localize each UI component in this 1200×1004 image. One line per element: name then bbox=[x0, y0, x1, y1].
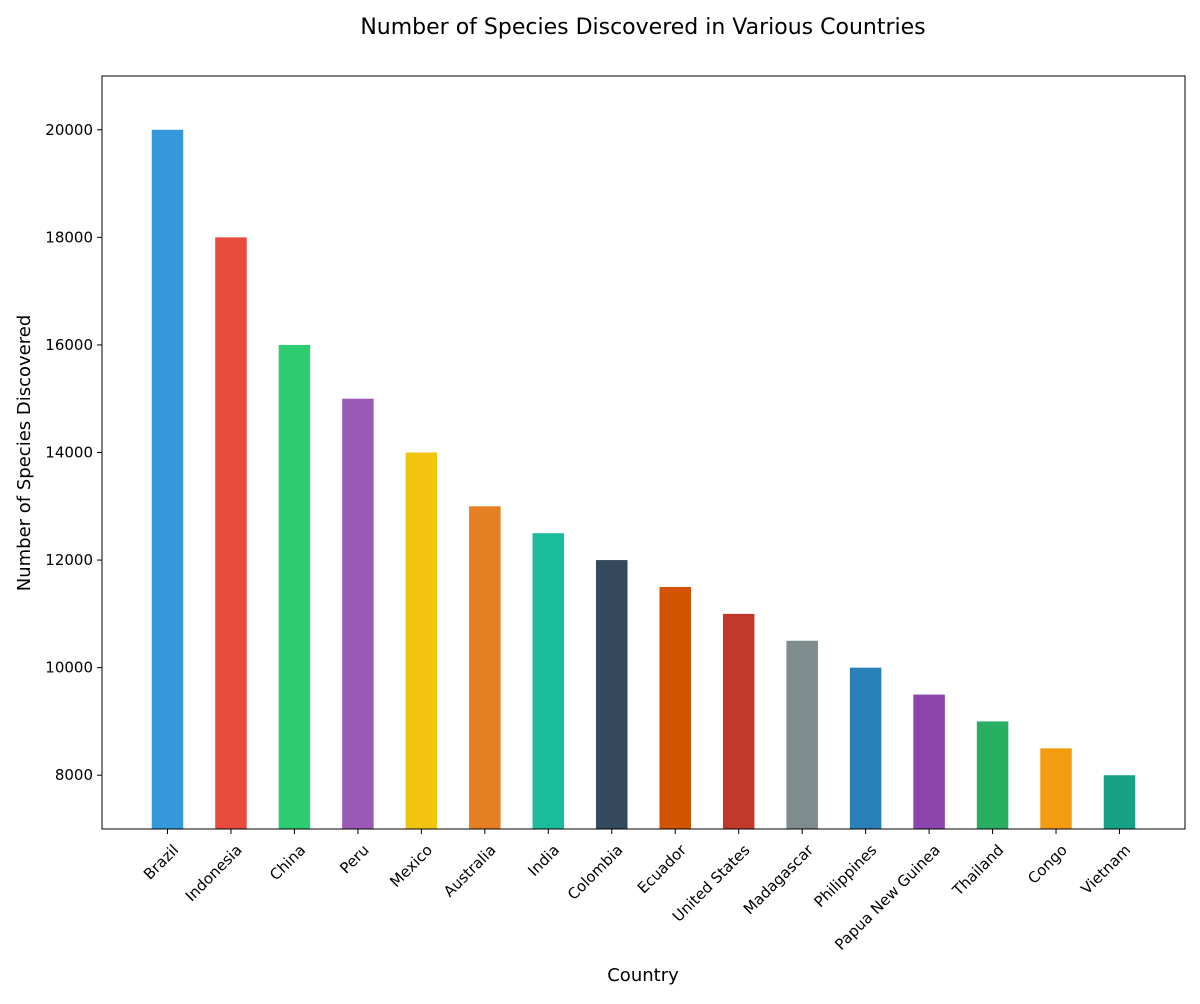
bar-united-states bbox=[722, 613, 755, 829]
x-tick-label: Australia bbox=[440, 841, 500, 901]
x-tick-label: Indonesia bbox=[182, 841, 246, 905]
x-tick-label: Thailand bbox=[948, 841, 1007, 900]
y-tick-label: 16000 bbox=[45, 336, 93, 354]
x-tick-label: India bbox=[524, 841, 563, 880]
x-tick-label: Vietnam bbox=[1077, 841, 1134, 898]
x-tick-label: Peru bbox=[336, 841, 372, 877]
y-tick-label: 18000 bbox=[45, 228, 93, 246]
y-tick-label: 20000 bbox=[45, 121, 93, 139]
bar-vietnam bbox=[1103, 775, 1136, 829]
y-axis-label: Number of Species Discovered bbox=[14, 315, 35, 591]
bar-papua-new-guinea bbox=[913, 694, 945, 829]
bar-madagascar bbox=[786, 640, 818, 829]
plot-frame bbox=[101, 75, 1186, 830]
bar-thailand bbox=[976, 721, 1009, 829]
x-tick-label: Ecuador bbox=[634, 840, 691, 897]
bar-ecuador bbox=[659, 586, 691, 829]
bar-colombia bbox=[596, 560, 628, 829]
x-axis-label: Country bbox=[607, 965, 679, 986]
x-tick-label: Philippines bbox=[811, 841, 881, 911]
bar-peru bbox=[342, 398, 374, 829]
x-tick-label: Mexico bbox=[386, 841, 436, 891]
y-tick-label: 12000 bbox=[45, 551, 93, 569]
bar-china bbox=[278, 344, 311, 829]
bars-layer bbox=[151, 129, 1136, 830]
y-tick-label: 8000 bbox=[55, 766, 93, 784]
x-tick-label: Colombia bbox=[564, 841, 627, 904]
chart-title: Number of Species Discovered in Various … bbox=[360, 15, 925, 40]
bar-australia bbox=[469, 506, 501, 829]
bar-brazil bbox=[151, 129, 184, 830]
bar-philippines bbox=[849, 667, 882, 829]
y-tick-label: 14000 bbox=[45, 444, 93, 462]
x-tick-label: Brazil bbox=[140, 841, 182, 883]
bar-congo bbox=[1040, 748, 1072, 829]
bar-mexico bbox=[405, 452, 438, 829]
y-tick-label: 10000 bbox=[45, 659, 93, 677]
bar-indonesia bbox=[215, 237, 247, 830]
x-tick-label: Congo bbox=[1024, 841, 1071, 888]
x-tick-label: Papua New Guinea bbox=[831, 841, 944, 954]
bar-india bbox=[532, 533, 565, 829]
x-tick-label: China bbox=[266, 841, 309, 884]
